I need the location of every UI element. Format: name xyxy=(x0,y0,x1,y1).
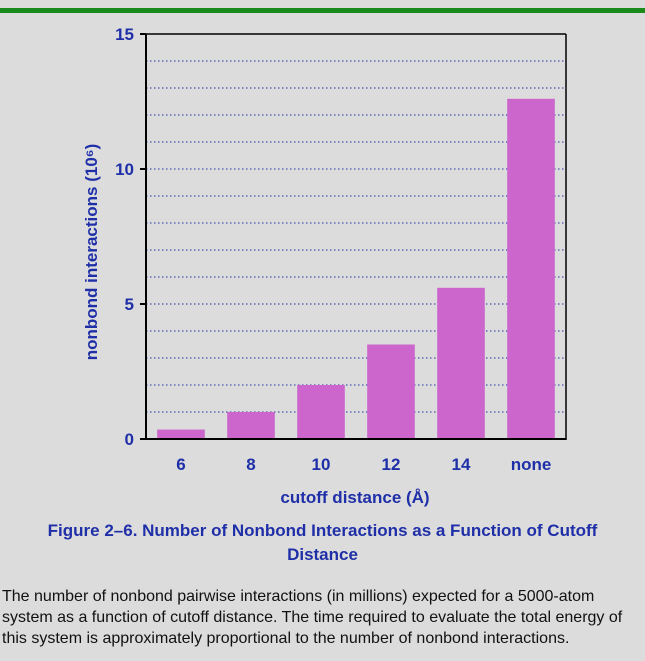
bar-10 xyxy=(297,385,345,439)
y-tick-label: 10 xyxy=(115,160,134,179)
bar-6 xyxy=(157,429,205,439)
y-ticks: 0 5 10 15 xyxy=(115,25,146,449)
y-tick-label: 15 xyxy=(115,25,134,44)
x-tick-label: none xyxy=(511,455,552,474)
figure-title: Figure 2–6. Number of Nonbond Interactio… xyxy=(47,521,598,564)
x-axis-title: cutoff distance (Å) xyxy=(280,488,429,507)
bar-none xyxy=(507,98,555,440)
y-tick-label: 5 xyxy=(125,295,134,314)
y-axis-title: nonbond interactions (10⁶) xyxy=(82,144,101,361)
x-tick-label: 8 xyxy=(246,455,255,474)
x-tick-label: 10 xyxy=(312,455,331,474)
x-ticks: 6 8 10 12 14 none xyxy=(176,455,551,474)
figure-caption: The number of nonbond pairwise interacti… xyxy=(2,588,623,647)
x-tick-label: 12 xyxy=(382,455,401,474)
x-tick-label: 6 xyxy=(176,455,185,474)
bar-14 xyxy=(437,287,485,439)
x-tick-label: 14 xyxy=(452,455,471,474)
bars xyxy=(157,98,555,440)
bar-12 xyxy=(367,344,415,439)
header-rule xyxy=(0,8,645,13)
plot-area xyxy=(146,34,566,439)
bar-8 xyxy=(227,412,275,439)
y-tick-label: 0 xyxy=(125,430,134,449)
